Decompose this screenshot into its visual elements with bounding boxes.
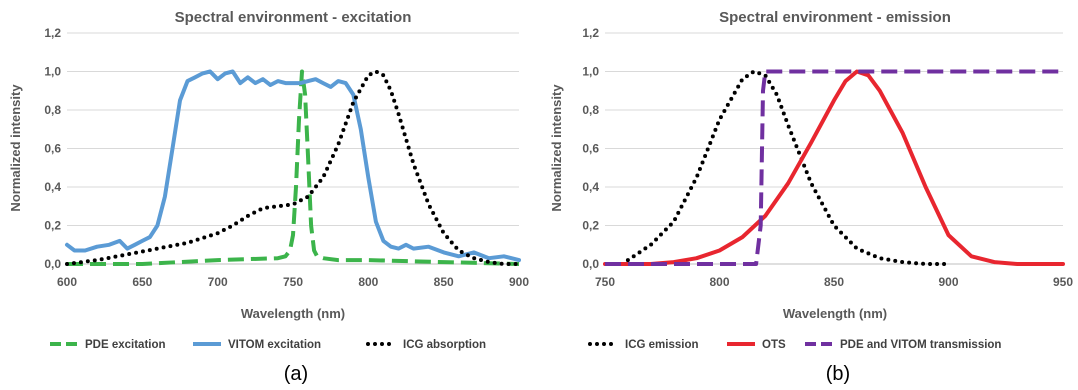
x-tick-label: 850: [434, 275, 454, 289]
panel-caption: (a): [284, 363, 308, 385]
y-tick-label: 1,2: [44, 26, 61, 40]
series-line-ots: [603, 69, 1065, 266]
y-tick-label: 0,4: [44, 180, 61, 194]
y-tick-label: 0,2: [582, 219, 599, 233]
legend-item-pde-and-vitom-transmission: PDE and VITOM transmission: [805, 339, 1001, 351]
x-tick-label: 600: [57, 275, 77, 289]
y-tick-label: 0,6: [582, 142, 599, 156]
x-tick-label: 800: [358, 275, 378, 289]
x-tick-label: 750: [283, 275, 303, 289]
x-axis-label: Wavelength (nm): [783, 306, 887, 321]
y-tick-labels: 0,0 0,2 0,4 0,6 0,8 1,0 1,2: [582, 26, 599, 271]
legend-label: PDE and VITOM transmission: [840, 339, 1001, 351]
chart-title: Spectral environment - emission: [719, 9, 951, 26]
chart-emission: Spectral environment - emission 0,00,20,…: [549, 9, 1073, 385]
panel-caption: (b): [826, 363, 850, 385]
series-line-pde-excitation: [67, 69, 520, 266]
y-tick-label: 1,0: [44, 65, 61, 79]
y-tick-label: 0,8: [582, 103, 599, 117]
x-tick-label: 700: [208, 275, 228, 289]
legend-label: PDE excitation: [85, 339, 166, 351]
x-tick-labels: 750 800 850 900 950: [595, 275, 1073, 289]
legend-item-ots: OTS: [727, 339, 786, 351]
series-lines: [65, 69, 521, 266]
legend: ICG emission OTS PDE and VITOM transmissio…: [588, 339, 1001, 351]
x-tick-label: 900: [938, 275, 958, 289]
series-line-icg-emission: [625, 69, 951, 266]
x-axis-label: Wavelength (nm): [241, 306, 345, 321]
legend-item-pde-excitation: PDE excitation: [50, 339, 166, 351]
x-tick-label: 800: [709, 275, 729, 289]
y-tick-label: 1,0: [582, 65, 599, 79]
chart-title: Spectral environment - excitation: [175, 9, 412, 26]
y-tick-label: 0,0: [44, 257, 61, 271]
legend-label: OTS: [762, 339, 786, 351]
legend-label: ICG absorption: [403, 339, 486, 351]
x-tick-label: 900: [509, 275, 529, 289]
y-tick-label: 0,0: [582, 257, 599, 271]
x-tick-label: 650: [132, 275, 152, 289]
legend-label: VITOM excitation: [228, 339, 321, 351]
series-lines: [603, 69, 1065, 266]
y-tick-labels: 0,0 0,2 0,4 0,6 0,8 1,0 1,2: [44, 26, 61, 271]
series-line-pde-and-vitom-transmission: [605, 69, 1063, 266]
x-tick-label: 850: [824, 275, 844, 289]
legend-item-icg-emission: ICG emission: [588, 339, 699, 351]
gridlines: [67, 32, 519, 265]
y-tick-label: 0,4: [582, 180, 599, 194]
legend: PDE excitation VITOM excitation ICG absorp…: [50, 339, 486, 351]
x-tick-labels: 600 650 700 750 800 850 900: [57, 275, 529, 289]
y-tick-label: 0,2: [44, 219, 61, 233]
y-tick-label: 1,2: [582, 26, 599, 40]
x-tick-label: 750: [595, 275, 615, 289]
legend-item-icg-absorption: ICG absorption: [366, 339, 486, 351]
series-line-icg-absorption: [65, 69, 521, 266]
y-axis-label: Normalized intensity: [549, 84, 564, 212]
y-tick-label: 0,6: [44, 142, 61, 156]
y-tick-label: 0,8: [44, 103, 61, 117]
chart-excitation: Spectral environment - excitation 0,0 0,2…: [8, 9, 529, 385]
x-tick-label: 950: [1053, 275, 1073, 289]
gridlines: [605, 32, 1063, 265]
legend-item-vitom-excitation: VITOM excitation: [193, 339, 321, 351]
legend-label: ICG emission: [625, 339, 699, 351]
y-axis-label: Normalized intensity: [8, 84, 23, 212]
series-line-vitom-excitation: [65, 69, 521, 263]
